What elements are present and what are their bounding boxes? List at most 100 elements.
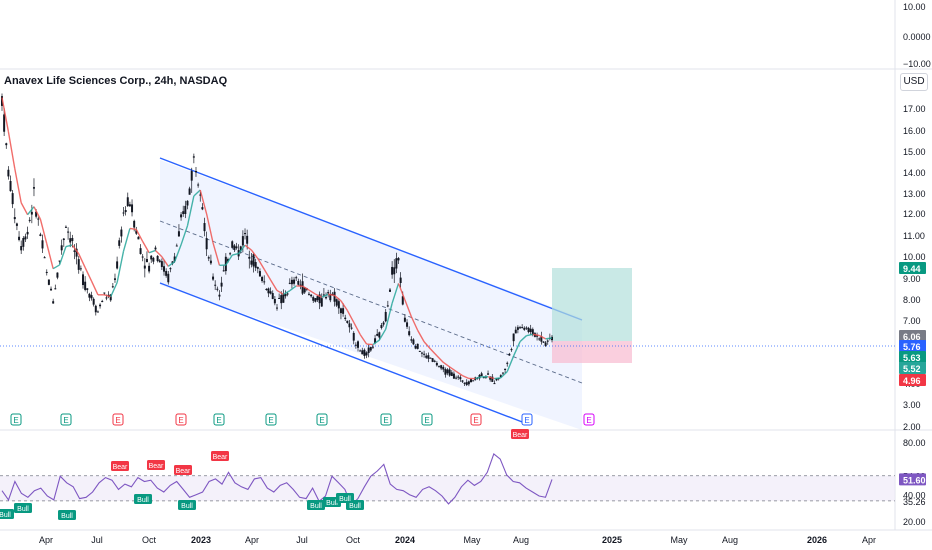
candle-body — [154, 247, 157, 250]
ema-segment — [104, 294, 111, 298]
candle-body — [440, 365, 443, 369]
ema-segment — [289, 285, 297, 292]
candle-body — [145, 259, 148, 263]
time-tick-label: 2026 — [807, 535, 827, 545]
candle-body — [303, 287, 306, 293]
candle-body — [7, 169, 10, 177]
ema-segment — [110, 282, 118, 297]
candle-body — [52, 301, 55, 304]
candle-body — [35, 211, 38, 217]
ema-segment — [302, 285, 310, 291]
price-tick-label: 16.00 — [903, 126, 926, 136]
earnings-marker[interactable]: E — [470, 413, 482, 426]
rsi-tick-label: 35.26 — [903, 497, 926, 507]
candle-body — [241, 236, 244, 246]
price-label-bg — [899, 262, 926, 274]
candle-body — [465, 382, 468, 385]
candle-body — [90, 295, 93, 299]
ema-segment — [161, 256, 169, 267]
ema-segment — [526, 333, 533, 337]
ema-segment — [353, 321, 361, 335]
candle-body — [109, 294, 112, 301]
ema-segment — [33, 206, 41, 220]
rsi-signal-bg — [147, 460, 165, 470]
earnings-marker[interactable]: E — [316, 413, 328, 426]
candle-body — [325, 297, 328, 299]
time-tick-label: Apr — [39, 535, 53, 545]
candle-body — [397, 258, 400, 261]
candle-body — [54, 288, 57, 290]
earnings-marker[interactable]: E — [10, 413, 22, 426]
currency-button[interactable]: USD — [900, 73, 928, 91]
earnings-marker[interactable]: E — [380, 413, 392, 426]
rsi-signal-tag: Bull — [134, 494, 152, 504]
candle-body — [5, 143, 8, 146]
earnings-marker[interactable]: E — [265, 413, 277, 426]
candle-body — [248, 256, 251, 259]
earnings-marker-label: E — [424, 416, 429, 425]
candle-body — [455, 377, 458, 379]
channel-upper-line — [159, 157, 583, 321]
candle-body — [212, 276, 215, 280]
candle-body — [184, 205, 187, 215]
candle-body — [427, 355, 430, 359]
candle-body — [265, 288, 268, 290]
ema-segment — [238, 244, 246, 255]
earnings-marker[interactable]: E — [213, 413, 225, 426]
candle-body — [263, 281, 266, 283]
rsi-line — [1, 452, 553, 507]
candle-body — [45, 271, 48, 273]
candle-body — [344, 317, 347, 319]
price-tick-label: 17.00 — [903, 104, 926, 114]
rsi-signal-label: Bull — [61, 513, 73, 520]
candle-body — [314, 298, 317, 302]
price-label: 5.76 — [903, 342, 921, 352]
rsi-signal-tag: Bull — [336, 493, 354, 503]
candle-body — [290, 279, 293, 285]
ema-segment — [199, 189, 208, 215]
candle-body — [523, 327, 526, 330]
candle-body — [433, 360, 436, 362]
earnings-marker[interactable]: E — [112, 413, 124, 426]
time-tick-label: 2024 — [395, 535, 415, 545]
candle-body — [544, 342, 547, 346]
earnings-marker[interactable]: E — [60, 413, 72, 426]
ema-segment — [475, 376, 482, 380]
earnings-marker[interactable]: E — [421, 413, 433, 426]
rsi-signal-tag: Bear — [174, 465, 192, 475]
candle-body — [267, 288, 270, 294]
ema-segment — [78, 253, 86, 268]
candle-body — [190, 170, 193, 181]
earnings-marker[interactable]: E — [583, 413, 595, 426]
ema-segment — [436, 355, 444, 363]
earnings-marker[interactable]: E — [175, 413, 187, 426]
candle-body — [50, 288, 53, 291]
candle-body — [307, 293, 310, 295]
candle-body — [269, 291, 272, 294]
ema-segment — [84, 267, 93, 282]
top-pane-tick-label: 0.0000 — [903, 32, 931, 42]
candle-body — [244, 233, 247, 235]
candle-body — [103, 292, 106, 294]
candle-body — [143, 265, 146, 269]
candle-body — [84, 281, 87, 290]
candle-body — [450, 372, 453, 376]
candle-body — [310, 294, 313, 297]
earnings-marker-box — [421, 413, 433, 426]
candle-body — [124, 210, 127, 213]
candle-body — [393, 267, 396, 275]
candle-body — [137, 236, 140, 240]
earnings-marker-label: E — [115, 416, 120, 425]
ema-segment — [417, 330, 425, 343]
ema-segment — [334, 294, 342, 302]
rsi-signal-label: Bull — [349, 503, 361, 510]
candle-body — [30, 211, 33, 215]
candle-body — [429, 357, 432, 359]
candle-body — [105, 297, 108, 299]
candle-body — [378, 332, 381, 338]
candle-body — [128, 204, 131, 207]
earnings-marker[interactable]: E — [521, 413, 533, 426]
candle-body — [365, 352, 368, 356]
ema-segment — [20, 202, 29, 216]
